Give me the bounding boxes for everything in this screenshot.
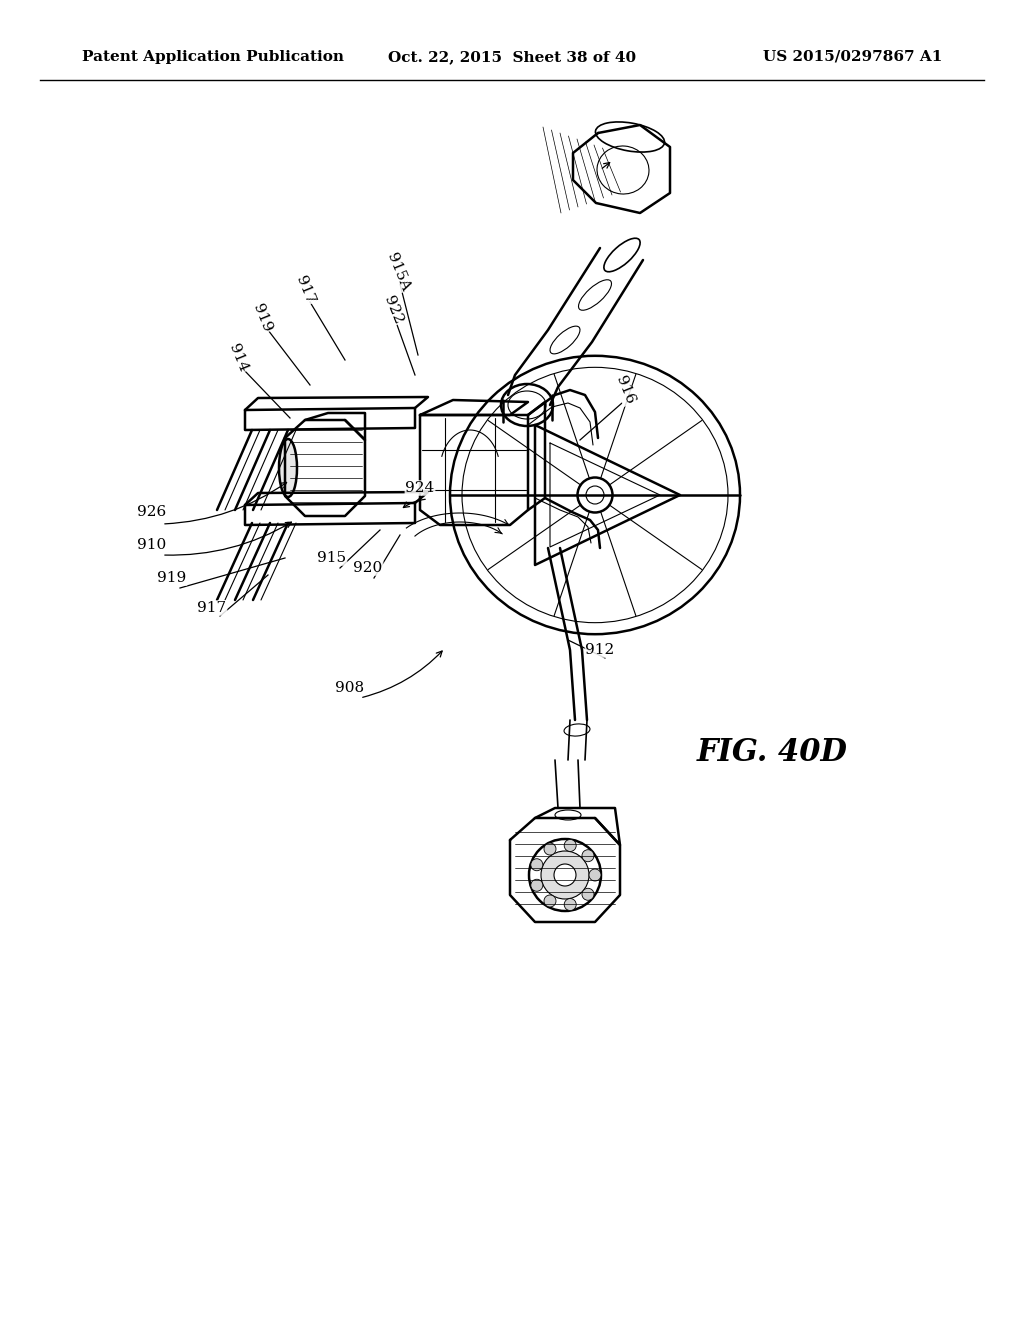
Text: Patent Application Publication: Patent Application Publication — [82, 50, 344, 63]
Circle shape — [564, 899, 577, 911]
Circle shape — [582, 850, 594, 862]
Text: FIG. 40D: FIG. 40D — [696, 737, 847, 768]
Ellipse shape — [541, 851, 589, 899]
Text: US 2015/0297867 A1: US 2015/0297867 A1 — [763, 50, 942, 63]
Text: 924: 924 — [406, 480, 434, 495]
Text: 917: 917 — [293, 273, 317, 306]
Text: 910: 910 — [137, 539, 167, 552]
Text: 922: 922 — [381, 294, 404, 326]
Text: 917: 917 — [198, 601, 226, 615]
Ellipse shape — [279, 440, 297, 498]
Ellipse shape — [554, 865, 575, 886]
Ellipse shape — [529, 840, 601, 911]
Circle shape — [564, 840, 577, 851]
Circle shape — [530, 859, 543, 871]
Text: Oct. 22, 2015  Sheet 38 of 40: Oct. 22, 2015 Sheet 38 of 40 — [388, 50, 636, 63]
Text: 915: 915 — [317, 550, 346, 565]
Text: 926: 926 — [137, 506, 167, 519]
Text: 920: 920 — [353, 561, 383, 576]
Circle shape — [530, 879, 543, 891]
Circle shape — [544, 895, 556, 907]
Text: 919: 919 — [250, 302, 274, 334]
Text: 919: 919 — [158, 572, 186, 585]
Text: 912: 912 — [586, 643, 614, 657]
Text: 916: 916 — [613, 374, 637, 407]
Circle shape — [589, 869, 601, 880]
Circle shape — [582, 888, 594, 900]
Text: 908: 908 — [336, 681, 365, 696]
Text: 915A: 915A — [384, 251, 412, 293]
Text: 914: 914 — [226, 342, 250, 374]
Circle shape — [544, 843, 556, 855]
